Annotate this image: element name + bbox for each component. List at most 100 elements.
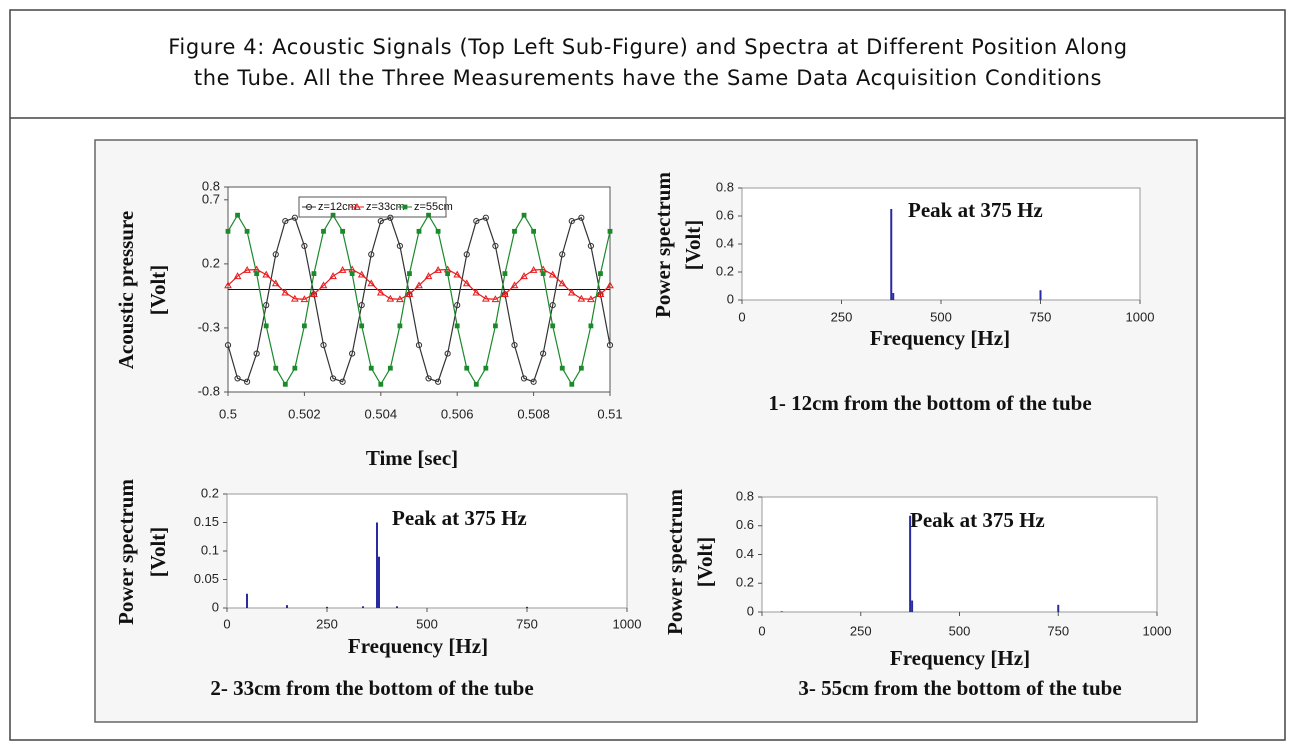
marker xyxy=(368,365,374,371)
marker xyxy=(587,242,595,250)
annotation: Peak at 375 Hz xyxy=(392,506,527,530)
marker xyxy=(415,342,423,349)
marker xyxy=(254,271,260,277)
y-tick-label: -0.8 xyxy=(198,383,220,398)
marker xyxy=(349,350,356,357)
y-tick-label: 0.8 xyxy=(736,488,754,503)
marker xyxy=(435,228,441,234)
y-tick-label: 0.2 xyxy=(202,255,220,270)
marker xyxy=(244,228,250,234)
marker xyxy=(549,302,556,309)
x-tick-label: 0.508 xyxy=(517,406,550,421)
marker xyxy=(501,290,509,298)
y-axis-label: Power spectrum xyxy=(663,489,687,635)
marker xyxy=(301,242,308,250)
y-tick-label: 0.8 xyxy=(716,179,734,194)
y-tick-label: 0.2 xyxy=(201,485,219,500)
marker xyxy=(512,228,517,234)
marker xyxy=(263,302,270,309)
marker xyxy=(434,265,442,273)
y-axis-label: [Volt] xyxy=(693,537,717,588)
marker xyxy=(340,228,345,234)
y-tick-label: 0 xyxy=(747,603,754,618)
y-tick-label: 0.7 xyxy=(202,191,220,206)
marker xyxy=(510,281,519,289)
marker xyxy=(282,381,288,387)
marker xyxy=(329,272,337,280)
legend-marker xyxy=(402,204,408,210)
caption-line: the Tube. All the Three Measurements hav… xyxy=(194,66,1102,90)
y-axis-label: Acoustic pressure xyxy=(114,211,138,369)
marker xyxy=(302,323,307,329)
marker xyxy=(511,342,518,349)
marker xyxy=(281,288,290,296)
plot-frame xyxy=(226,493,628,609)
marker xyxy=(435,378,442,385)
y-axis-label: Power spectrum xyxy=(651,172,675,318)
marker xyxy=(578,214,585,221)
marker xyxy=(444,350,451,357)
marker xyxy=(569,381,575,387)
x-tick-label: 0 xyxy=(738,309,745,324)
marker xyxy=(225,228,231,234)
marker xyxy=(387,214,394,221)
y-tick-label: 0.05 xyxy=(194,571,219,586)
marker xyxy=(253,350,260,357)
subfigure-title: 3- 55cm from the bottom of the tube xyxy=(798,676,1121,700)
x-tick-label: 0 xyxy=(223,616,230,631)
marker xyxy=(300,295,309,303)
marker xyxy=(292,365,298,371)
marker xyxy=(224,281,232,289)
legend-label: z=55cm xyxy=(414,201,453,213)
x-tick-label: 1000 xyxy=(1143,623,1172,638)
legend-box xyxy=(298,196,447,218)
x-tick-label: 0.504 xyxy=(365,406,398,421)
marker xyxy=(578,365,584,371)
marker xyxy=(272,251,279,258)
x-tick-label: 0.51 xyxy=(597,406,622,421)
marker xyxy=(244,378,251,385)
marker xyxy=(502,271,508,277)
marker xyxy=(568,217,575,225)
marker xyxy=(530,378,537,385)
y-tick-label: 0.8 xyxy=(202,178,220,193)
x-tick-label: 0.5 xyxy=(219,406,237,421)
marker xyxy=(387,365,393,371)
marker xyxy=(559,251,566,258)
y-tick-label: 0.4 xyxy=(716,235,734,250)
marker xyxy=(491,295,500,303)
marker xyxy=(407,271,412,277)
marker xyxy=(339,378,346,385)
marker xyxy=(606,281,614,289)
marker xyxy=(321,228,326,234)
marker xyxy=(520,375,528,382)
series-line xyxy=(227,216,611,383)
marker xyxy=(454,302,461,309)
x-axis-label: Frequency [Hz] xyxy=(870,326,1010,350)
marker xyxy=(587,295,595,303)
marker xyxy=(376,288,385,296)
legend-label: z=12cm xyxy=(318,201,357,213)
marker xyxy=(473,381,479,387)
marker xyxy=(378,381,384,387)
marker xyxy=(472,288,481,296)
subfigure-title: 2- 33cm from the bottom of the tube xyxy=(210,676,533,700)
x-tick-label: 0.502 xyxy=(288,406,321,421)
marker xyxy=(596,290,605,298)
marker xyxy=(243,265,251,273)
x-tick-label: 1000 xyxy=(1126,309,1155,324)
x-tick-label: 0.506 xyxy=(441,406,474,421)
x-tick-label: 250 xyxy=(316,616,338,631)
marker xyxy=(368,251,375,258)
marker xyxy=(224,342,232,349)
marker xyxy=(577,294,586,302)
x-axis-label: Time [sec] xyxy=(366,446,458,470)
marker xyxy=(386,294,395,302)
marker xyxy=(492,242,499,250)
marker xyxy=(529,265,538,273)
marker xyxy=(271,279,280,287)
marker xyxy=(548,270,557,278)
marker xyxy=(329,375,337,382)
marker xyxy=(521,212,527,218)
